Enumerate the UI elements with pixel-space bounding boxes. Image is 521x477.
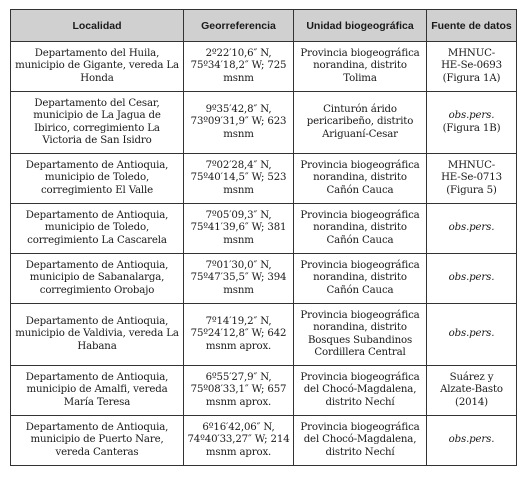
header-localidad: Localidad (10, 9, 184, 42)
source-text: MHNUC- HE-Se-0693 (Figura 1A) (441, 47, 502, 84)
table-row: Departamento de Antioquia, municipio de … (10, 203, 517, 254)
cell-georreferencia: 9º35′42,8″ N, 73º09′31,9″ W; 623 msnm (183, 91, 294, 154)
header-fuente-de-datos: Fuente de datos (426, 9, 517, 42)
cell-fuente: obs.pers. (426, 253, 517, 304)
table-row: Departamento del Huila, municipio de Gig… (10, 41, 517, 92)
cell-localidad: Departamento de Antioquia, municipio de … (10, 303, 184, 366)
cell-unidad: Provincia biogeográfica norandina, distr… (293, 41, 427, 92)
cell-georreferencia: 2º22′10,6″ N, 75º34′18,2″ W; 725 msnm (183, 41, 294, 92)
table-row: Departamento del Cesar, municipio de La … (10, 91, 517, 154)
table-row: Departamento de Antioquia, municipio de … (10, 253, 517, 304)
cell-fuente: Suárez y Alzate-Basto (2014) (426, 365, 517, 416)
cell-unidad: Cinturón árido pericaribeño, distrito Ar… (293, 91, 427, 154)
cell-georreferencia: 6º16′42,06″ N, 74º40′33,27″ W; 214 msnm … (183, 415, 294, 466)
cell-fuente: obs.pers. (Figura 1B) (426, 91, 517, 154)
table-row: Departamento de Antioquia, municipio de … (10, 415, 517, 466)
cell-unidad: Provincia biogeográfica del Chocó-Magdal… (293, 415, 427, 466)
header-georreferencia: Georreferencia (183, 9, 294, 42)
cell-localidad: Departamento del Cesar, municipio de La … (10, 91, 184, 154)
cell-fuente: MHNUC- HE-Se-0713 (Figura 5) (426, 153, 517, 204)
cell-fuente: obs.pers. (426, 303, 517, 366)
cell-fuente: obs.pers. (426, 203, 517, 254)
cell-unidad: Provincia biogeográfica norandina, distr… (293, 303, 427, 366)
cell-localidad: Departamento de Antioquia, municipio de … (10, 203, 184, 254)
table-row: Departamento de Antioquia, municipio de … (10, 365, 517, 416)
cell-georreferencia: 7º14′19,2″ N, 75º24′12,8″ W; 642 msnm ap… (183, 303, 294, 366)
cell-georreferencia: 7º02′28,4″ N, 75º40′14,5″ W; 523 msnm (183, 153, 294, 204)
header-unidad-biogeografica: Unidad biogeográfica (293, 9, 427, 42)
localities-table: Localidad Georreferencia Unidad biogeogr… (10, 9, 517, 466)
cell-fuente: obs.pers. (426, 415, 517, 466)
cell-georreferencia: 7º01′30,0″ N, 75º47′35,5″ W; 394 msnm (183, 253, 294, 304)
source-text: obs.pers. (Figura 1B) (442, 110, 501, 134)
cell-localidad: Departamento de Antioquia, municipio de … (10, 365, 184, 416)
cell-unidad: Provincia biogeográfica del Chocó-Magdal… (293, 365, 427, 416)
cell-localidad: Departamento de Antioquia, municipio de … (10, 253, 184, 304)
table-row: Departamento de Antioquia, municipio de … (10, 303, 517, 366)
source-text: MHNUC- HE-Se-0713 (Figura 5) (441, 159, 502, 196)
cell-fuente: MHNUC- HE-Se-0693 (Figura 1A) (426, 41, 517, 92)
cell-localidad: Departamento del Huila, municipio de Gig… (10, 41, 184, 92)
cell-localidad: Departamento de Antioquia, municipio de … (10, 415, 184, 466)
header-row: Localidad Georreferencia Unidad biogeogr… (10, 9, 517, 42)
cell-georreferencia: 6º55′27,9″ N, 75º08′33,1″ W; 657 msnm ap… (183, 365, 294, 416)
cell-unidad: Provincia biogeográfica norandina, distr… (293, 203, 427, 254)
table-row: Departamento de Antioquia, municipio de … (10, 153, 517, 204)
cell-localidad: Departamento de Antioquia, municipio de … (10, 153, 184, 204)
source-text: Suárez y Alzate-Basto (2014) (440, 371, 503, 408)
cell-unidad: Provincia biogeográfica norandina, distr… (293, 153, 427, 204)
cell-georreferencia: 7º05′09,3″ N, 75º41′39,6″ W; 381 msnm (183, 203, 294, 254)
cell-unidad: Provincia biogeográfica norandina, distr… (293, 253, 427, 304)
